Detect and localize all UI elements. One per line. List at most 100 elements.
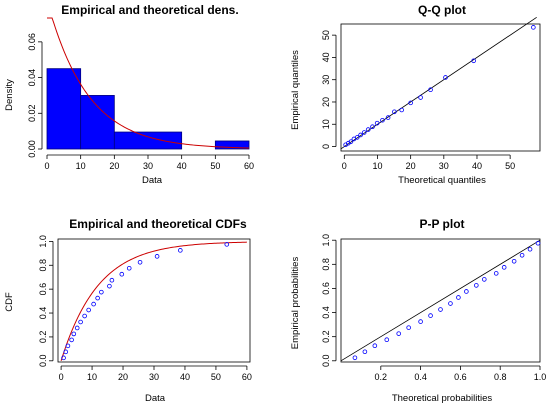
pp-point: [418, 319, 423, 324]
cdf-x-tick-label: 50: [211, 372, 221, 382]
qq-point: [370, 124, 375, 130]
pp-x-tick-label: 0.4: [414, 372, 427, 382]
cdf-point: [78, 319, 83, 325]
qq-y-tick-label: 50: [321, 30, 331, 40]
density-x-tick-label: 10: [76, 161, 86, 171]
qq-point: [399, 107, 404, 113]
cdf-point: [63, 349, 69, 355]
cdf-point: [137, 259, 143, 265]
pp-x-tick-label: 0.8: [494, 372, 507, 382]
pp-xlabel: Theoretical probabilities: [392, 393, 493, 404]
qq-point: [418, 95, 423, 100]
qq-point: [531, 25, 536, 30]
pp-point: [474, 283, 479, 288]
cdf-point: [71, 331, 77, 337]
qq-ylabel: Empirical quantiles: [290, 50, 301, 130]
pp-y-tick-label: 0.8: [321, 258, 331, 271]
qq-point: [380, 117, 385, 123]
cdf-point: [99, 289, 104, 295]
cdf-point: [82, 313, 87, 319]
cdf-point: [154, 254, 160, 259]
density-panel: Empirical and theoretical dens. Data Den…: [4, 3, 254, 186]
cdf-x-tick-label: 40: [180, 372, 190, 382]
pp-panel: P-P plot Theoretical probabilities Empir…: [290, 217, 546, 404]
pp-point: [362, 349, 368, 355]
qq-point: [408, 100, 413, 106]
pp-point: [501, 265, 507, 270]
qq-x-tick-label: 20: [406, 161, 416, 171]
pp-point: [464, 289, 469, 294]
qq-y-tick-label: 40: [321, 52, 331, 62]
pp-point: [535, 240, 541, 246]
qq-x-tick-label: 30: [439, 161, 449, 171]
cdf-point: [65, 343, 71, 349]
cdf-point: [69, 337, 74, 343]
density-theoretical-curve: [47, 17, 250, 149]
cdf-x-tick-label: 20: [118, 372, 128, 382]
cdf-x-tick-label: 10: [87, 372, 97, 382]
qq-y-tick-label: 10: [321, 119, 331, 129]
qq-point: [443, 75, 448, 80]
qq-point: [354, 135, 360, 140]
pp-y-tick-label: 0.2: [321, 330, 331, 343]
density-x-tick-label: 40: [177, 161, 187, 171]
density-x-tick-label: 0: [44, 161, 49, 171]
qq-xlabel: Theoretical quantiles: [398, 175, 486, 186]
cdf-point: [74, 325, 80, 331]
pp-point: [527, 246, 533, 252]
qq-point: [428, 87, 433, 93]
cdf-ylabel: CDF: [4, 292, 15, 312]
density-x-tick-label: 20: [109, 161, 119, 171]
pp-point: [384, 337, 390, 342]
pp-point: [456, 295, 461, 300]
density-xlabel: Data: [142, 175, 163, 186]
pp-y-tick-label: 1.0: [321, 234, 331, 247]
qq-y-tick-label: 20: [321, 97, 331, 107]
qq-point: [374, 120, 380, 126]
qq-point: [348, 139, 354, 144]
cdf-xlabel: Data: [145, 393, 166, 404]
cdf-point: [126, 265, 132, 271]
pp-point: [448, 301, 453, 306]
cdf-x-tick-label: 30: [149, 372, 159, 382]
cdf-y-tick-label: 0.4: [38, 307, 48, 320]
qq-point: [471, 58, 476, 64]
qq-point: [385, 115, 391, 120]
pp-title: P-P plot: [419, 217, 464, 231]
pp-point: [519, 252, 525, 258]
pp-point: [511, 259, 517, 264]
cdf-y-tick-label: 0.2: [38, 331, 48, 344]
cdf-plot-frame: [57, 238, 251, 363]
pp-point: [396, 331, 402, 336]
pp-reference-line: [340, 239, 541, 362]
pp-x-tick-label: 1.0: [534, 372, 547, 382]
qq-x-tick-label: 0: [342, 161, 347, 171]
cdf-y-tick-label: 1.0: [38, 235, 48, 248]
pp-point: [352, 355, 358, 361]
pp-x-tick-label: 0.2: [375, 372, 388, 382]
cdf-y-tick-label: 0.0: [38, 355, 48, 368]
cdf-x-tick-label: 0: [59, 372, 64, 382]
cdf-y-tick-label: 0.8: [38, 259, 48, 272]
pp-point: [481, 277, 487, 282]
cdf-point: [119, 271, 125, 277]
qq-x-tick-label: 40: [472, 161, 482, 171]
pp-point: [493, 271, 499, 276]
qq-point: [361, 130, 367, 135]
density-x-tick-label: 50: [210, 161, 220, 171]
density-y-tick-label: 0.06: [27, 33, 37, 51]
cdf-point: [95, 295, 100, 301]
density-y-tick-label: 0.02: [27, 105, 37, 123]
qq-plot-frame: [340, 23, 541, 152]
density-bar: [80, 95, 115, 150]
cdf-point: [178, 248, 183, 253]
qq-x-tick-label: 50: [505, 161, 515, 171]
density-y-tick-label: 0.00: [27, 140, 37, 158]
cdf-point: [107, 283, 112, 289]
pp-x-tick-label: 0.6: [454, 372, 467, 382]
pp-y-tick-label: 0.4: [321, 306, 331, 319]
cdf-point: [61, 355, 66, 361]
density-x-tick-label: 60: [244, 161, 254, 171]
cdf-y-tick-label: 0.6: [38, 283, 48, 296]
